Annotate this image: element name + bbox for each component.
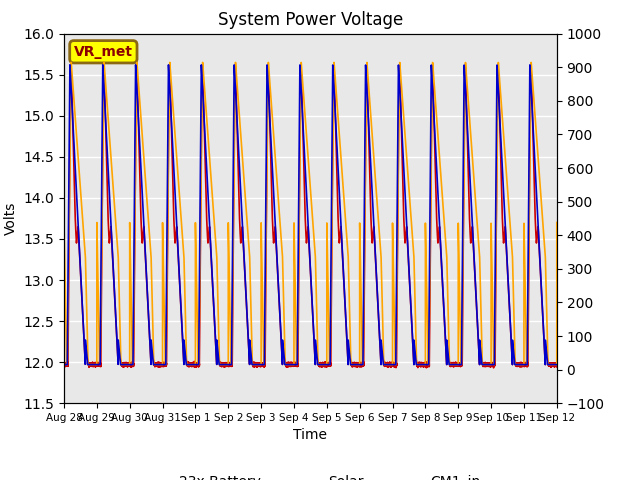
CM1_in <box>553 362 561 368</box>
CM1_in <box>66 62 74 68</box>
Solar <box>553 220 561 226</box>
Solar <box>168 91 176 97</box>
23x Battery <box>114 352 122 358</box>
X-axis label: Time: Time <box>293 429 328 443</box>
Line: CM1_in: CM1_in <box>64 65 557 365</box>
23x Battery <box>60 361 68 367</box>
Solar <box>114 246 122 252</box>
CM1_in <box>168 132 176 138</box>
Line: Solar: Solar <box>64 62 557 365</box>
Solar <box>488 228 495 234</box>
Solar <box>321 362 328 368</box>
Text: VR_met: VR_met <box>74 45 133 59</box>
Solar <box>67 60 75 65</box>
Solar <box>76 176 84 181</box>
CM1_in <box>321 362 328 368</box>
Solar <box>60 220 68 226</box>
Solar <box>63 362 70 368</box>
CM1_in <box>488 362 495 368</box>
CM1_in <box>76 252 84 258</box>
23x Battery <box>168 153 176 158</box>
CM1_in <box>60 362 68 368</box>
23x Battery <box>553 362 561 368</box>
CM1_in <box>179 331 186 336</box>
23x Battery <box>321 363 328 369</box>
23x Battery <box>67 63 74 69</box>
CM1_in <box>114 352 122 358</box>
Legend: 23x Battery, Solar, CM1_in: 23x Battery, Solar, CM1_in <box>135 469 486 480</box>
Solar <box>179 231 186 237</box>
Y-axis label: Volts: Volts <box>4 202 18 235</box>
23x Battery <box>179 331 186 337</box>
23x Battery <box>76 254 84 260</box>
Line: 23x Battery: 23x Battery <box>64 66 557 368</box>
Title: System Power Voltage: System Power Voltage <box>218 11 403 29</box>
23x Battery <box>490 365 497 371</box>
23x Battery <box>488 362 495 368</box>
